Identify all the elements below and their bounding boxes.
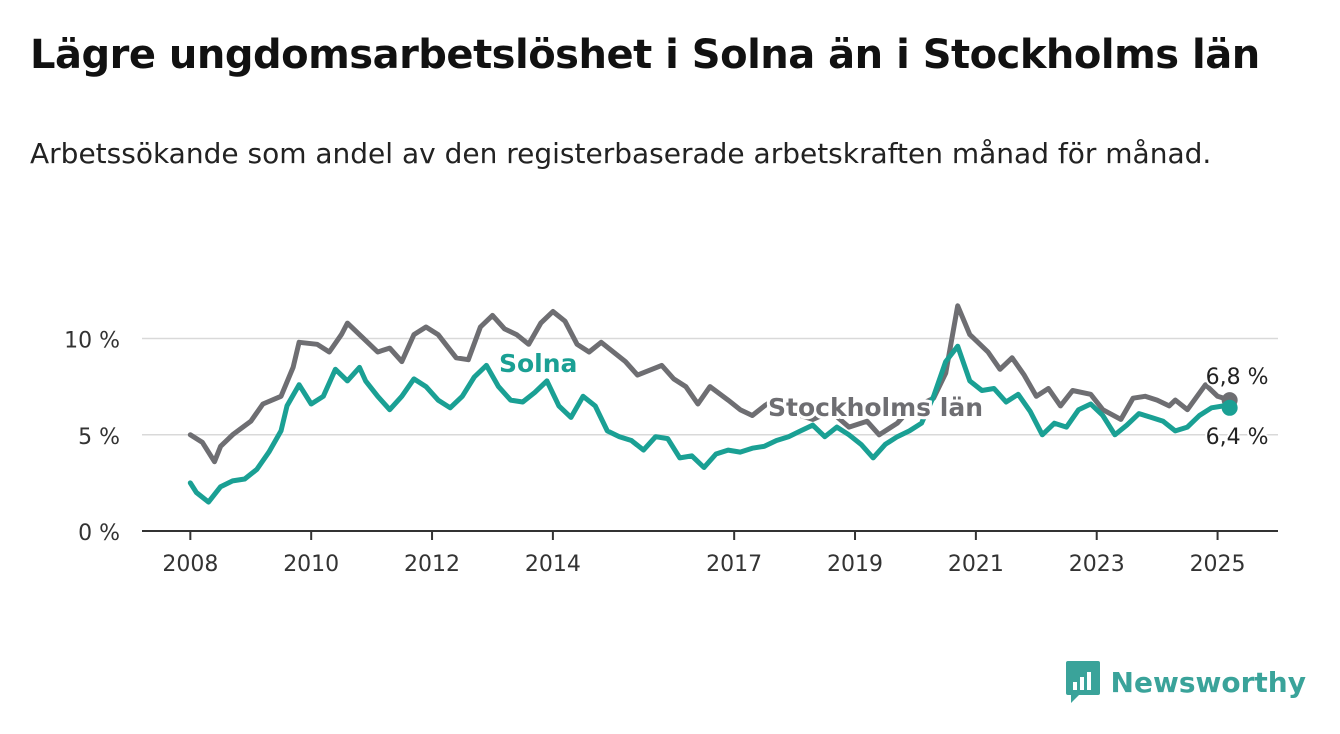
x-tick-label: 2012 [404, 552, 460, 577]
brand-name: Newsworthy [1110, 665, 1306, 699]
x-tick-label: 2025 [1190, 552, 1246, 577]
end-value-label: 6,8 % [1206, 365, 1269, 390]
newsworthy-brand: Newsworthy [1065, 660, 1306, 704]
gridlines [142, 337, 1278, 436]
x-tick-label: 2010 [283, 552, 339, 577]
y-tick-label: 10 % [64, 329, 120, 354]
x-tick-label: 2017 [706, 552, 762, 577]
x-tick-label: 2019 [827, 552, 883, 577]
series-lines [187, 303, 1238, 505]
series-line-solna [187, 343, 1233, 505]
series-annotation: Solna [499, 349, 577, 378]
series-annotation: Stockholms län [768, 393, 983, 422]
chart-subtitle: Arbetssökande som andel av den registerb… [30, 137, 1212, 170]
x-tick-label: 2008 [162, 552, 218, 577]
axes: 0 % 5 % 10 % 2008 2010 2012 2014 2017 2019 2021 20… [64, 329, 1278, 577]
labels: 6,8 % 6,4 % Solna Stockholms län [496, 346, 1271, 452]
y-tick-label: 5 % [78, 425, 120, 450]
bar-chart-logo-icon [1065, 661, 1100, 703]
y-tick-label: 0 % [78, 521, 120, 546]
x-tick-label: 2021 [948, 552, 1004, 577]
end-value-label: 6,4 % [1206, 425, 1269, 450]
chart-title: Lägre ungdomsarbetslöshet i Solna än i S… [30, 32, 1260, 78]
x-tick-label: 2023 [1069, 552, 1125, 577]
series-line-stockholms-lan [187, 303, 1233, 465]
end-point [1221, 399, 1238, 416]
x-tick-label: 2014 [525, 552, 581, 577]
